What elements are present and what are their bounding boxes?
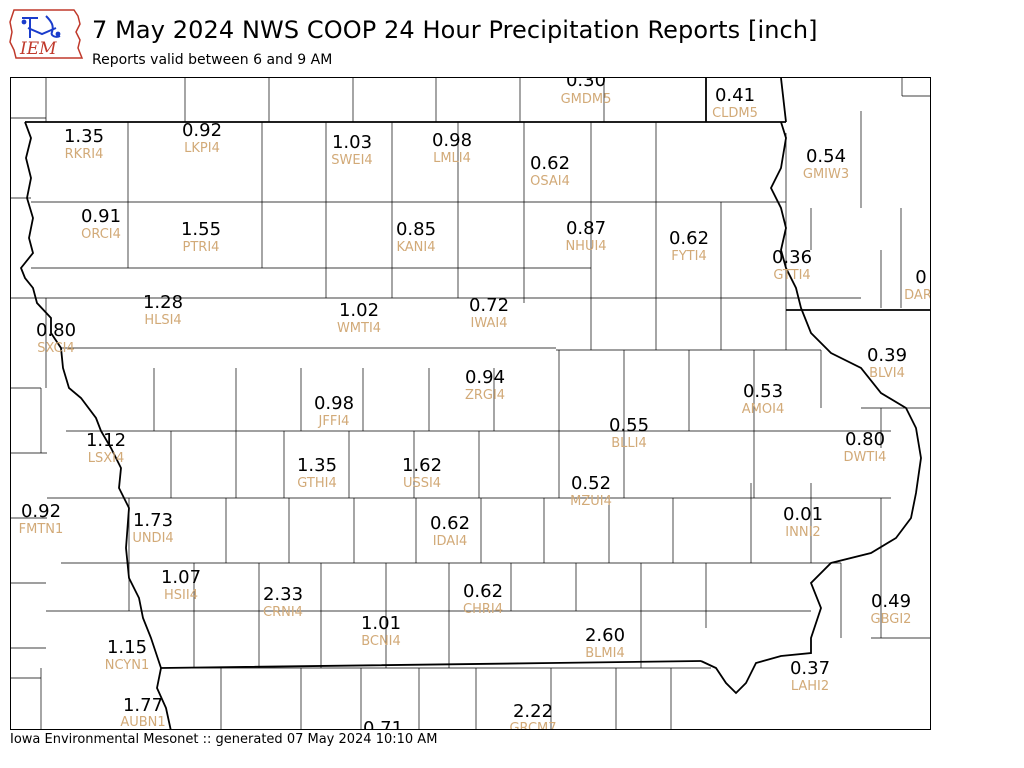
report-value: 0.98 [314,393,354,414]
station-label: INNI2 [785,525,820,540]
report-value: 0.62 [463,581,503,602]
station-label: IDAI4 [433,534,468,549]
station-label: GTTI4 [773,268,810,283]
map-title: 7 May 2024 NWS COOP 24 Hour Precipitatio… [92,16,818,44]
station-label: CHRI4 [463,602,503,617]
report-value: 1.03 [332,132,372,153]
station-label: BLLI4 [611,436,647,451]
report-value: 0.62 [530,153,570,174]
station-label: NHUI4 [565,239,606,254]
station-label: JFFI4 [318,414,350,429]
iowa-county-map: 0.30 GMDM5 0.41 CLDM5 1.35 RKRI4 0.92 LK… [11,78,931,730]
report-value: 1.07 [161,567,201,588]
station-label: HLSI4 [144,313,181,328]
station-label: GMIW3 [803,167,849,182]
station-label: BLVI4 [869,366,905,381]
report-value: 0.71 [363,718,403,730]
report-value: 1.62 [402,455,442,476]
report-value: 0.80 [845,429,885,450]
station-label: LSXI4 [88,451,125,466]
report-value: 0.62 [669,228,709,249]
station-label: IWAI4 [471,316,508,331]
station-label: DAR [904,288,931,303]
report-value: 0.98 [432,130,472,151]
report-value: 0.87 [566,218,606,239]
report-value: 1.35 [297,455,337,476]
report-value: 0.54 [806,146,846,167]
iem-logo: IEM [8,6,88,62]
report-value: 0.91 [81,206,121,227]
report-value: 0.62 [430,513,470,534]
map-panel: 0.30 GMDM5 0.41 CLDM5 1.35 RKRI4 0.92 LK… [10,77,931,730]
report-value: 1.35 [64,126,104,147]
station-label: KANI4 [396,240,435,255]
report-value: 0.30 [566,78,606,91]
report-value: 0.92 [21,501,61,522]
report-value: 2.22 [513,701,553,722]
report-value: 1.73 [133,510,173,531]
report-value: 0.36 [772,247,812,268]
report-value: 0.41 [715,85,755,106]
report-value: 1.12 [86,430,126,451]
report-value: 2.33 [263,584,303,605]
station-label: AMOI4 [742,402,784,417]
report-value: 0.52 [571,473,611,494]
state-boundaries [19,78,930,729]
station-label: PTRI4 [183,240,220,255]
station-label: FMTN1 [19,522,64,537]
station-label: SXCI4 [37,341,74,356]
report-value: 1.01 [361,613,401,634]
footer-credit: Iowa Environmental Mesonet :: generated … [10,732,438,747]
station-label: BCNI4 [361,634,401,649]
report-value: 0.01 [783,504,823,525]
map-subtitle: Reports valid between 6 and 9 AM [92,52,333,68]
station-label: DWTI4 [844,450,887,465]
report-value: 1.55 [181,219,221,240]
station-label: HSII4 [164,588,198,603]
report-value: 1.77 [123,695,163,716]
station-label: OSAI4 [530,174,570,189]
station-label: SWEI4 [331,153,372,168]
station-label: WMTI4 [337,321,381,336]
station-label: ORCI4 [81,227,121,242]
report-value: 0.37 [790,658,830,679]
station-label: LMLI4 [433,151,471,166]
station-label: FYTI4 [671,249,706,264]
station-label: ZRGI4 [465,388,505,403]
station-label: UNDI4 [132,531,173,546]
station-label: GMDM5 [561,92,612,107]
station-label: RKRI4 [65,147,104,162]
station-label: BLMI4 [585,646,624,661]
report-value: 0 [915,267,926,288]
report-value: 0.80 [36,320,76,341]
iowa-logo-icon: IEM [9,9,84,59]
station-label: GRCM7 [509,721,556,730]
report-value: 0.39 [867,345,907,366]
station-label: GBGI2 [871,612,912,627]
report-value: 0.72 [469,295,509,316]
report-value: 0.55 [609,415,649,436]
station-label: LAHI2 [791,679,829,694]
station-label: LKPI4 [184,141,220,156]
county-boundaries [11,78,930,729]
station-reports: 0.30 GMDM5 0.41 CLDM5 1.35 RKRI4 0.92 LK… [19,78,931,730]
station-label: MZUI4 [570,494,612,509]
station-label: AUBN1 [120,715,165,730]
station-label: CRNI4 [263,605,303,620]
station-label: USSI4 [403,476,441,491]
report-value: 1.28 [143,292,183,313]
report-value: 0.94 [465,367,505,388]
report-value: 0.49 [871,591,911,612]
report-value: 2.60 [585,625,625,646]
station-label: GTHI4 [297,476,336,491]
report-value: 1.02 [339,300,379,321]
report-value: 0.53 [743,381,783,402]
logo-text: IEM [19,39,57,59]
station-label: NCYN1 [105,658,150,673]
report-value: 0.92 [182,120,222,141]
report-value: 0.85 [396,219,436,240]
station-label: CLDM5 [712,106,758,121]
report-value: 1.15 [107,637,147,658]
